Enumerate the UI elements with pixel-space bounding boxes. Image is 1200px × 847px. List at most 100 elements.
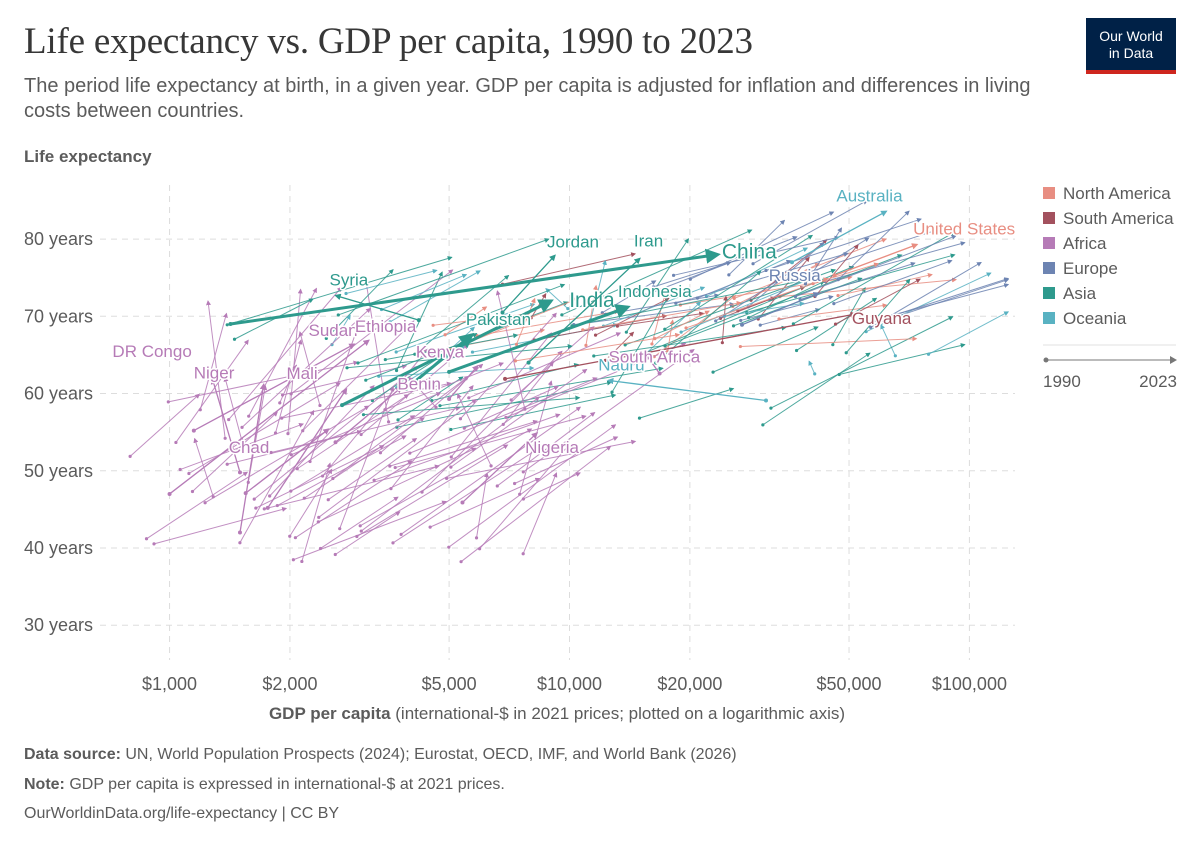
series-label: Guyana (852, 309, 912, 328)
series-label: South Africa (608, 348, 700, 367)
country-start-dot (291, 558, 295, 562)
country-start-dot (663, 327, 667, 331)
series-label: Benin (397, 374, 440, 393)
country-arrow (296, 394, 410, 470)
legend-label-europe: Europe (1063, 259, 1118, 278)
series-arrow-pakistan (404, 332, 475, 391)
series-start-dot (503, 376, 508, 381)
country-start-dot (581, 328, 585, 332)
country-start-dot (391, 541, 395, 545)
country-start-dot (393, 465, 397, 470)
series-label: Kenya (416, 343, 465, 362)
y-tick-label: 40 years (24, 538, 93, 558)
country-arrow (325, 269, 394, 339)
country-arrow (429, 477, 541, 528)
country-arrow (464, 385, 559, 429)
country-arrow (664, 254, 903, 347)
country-start-dot (462, 426, 466, 430)
x-tick-label: $10,000 (537, 674, 602, 694)
country-start-dot (336, 313, 340, 317)
country-start-dot (731, 324, 736, 328)
country-start-dot (739, 318, 743, 323)
country-arrow (332, 375, 470, 479)
country-arrow (476, 472, 489, 538)
country-start-dot (383, 357, 387, 362)
country-arrow (502, 252, 637, 285)
country-start-dot (684, 326, 688, 330)
country-start-dot (268, 494, 272, 498)
country-arrow (778, 303, 888, 320)
country-arrow (624, 268, 837, 346)
country-start-dot (504, 415, 508, 420)
country-start-dot (203, 501, 207, 505)
series-label: Nigeria (525, 438, 579, 457)
country-arrow (460, 445, 612, 563)
country-start-dot (711, 370, 715, 374)
country-start-dot (345, 366, 349, 370)
footer-url[interactable]: OurWorldinData.org/life-expectancy | CC … (24, 805, 340, 822)
series-start-dot (789, 260, 794, 265)
series-arrow-china (230, 248, 721, 326)
country-arrow (327, 438, 418, 501)
country-start-dot (396, 418, 400, 422)
country-arrow (839, 343, 966, 375)
country-start-dot (144, 537, 149, 541)
country-start-dot (128, 454, 132, 458)
country-start-dot (679, 330, 683, 334)
country-arrow (752, 199, 868, 265)
country-start-dot (688, 277, 692, 281)
series-arrow-sudan (193, 343, 356, 432)
country-start-dot (252, 497, 256, 501)
country-start-dot (254, 506, 258, 510)
country-start-dot (356, 361, 360, 365)
country-arrow (179, 422, 305, 471)
country-start-dot (301, 429, 305, 433)
series-label: Sudan (308, 321, 357, 340)
country-arrow (582, 300, 742, 331)
country-arrow (522, 472, 558, 554)
series-label: United States (913, 219, 1015, 238)
series-arrow-syria (334, 293, 420, 321)
country-start-dot (428, 525, 432, 529)
country-arrow (515, 332, 681, 362)
country-start-dot (803, 282, 808, 286)
series-label: Mali (287, 364, 318, 383)
country-arrow (779, 277, 958, 298)
country-arrow (446, 439, 637, 479)
country-arrow (690, 211, 835, 280)
country-arrow (479, 444, 570, 550)
country-start-dot (438, 404, 442, 408)
country-start-dot (434, 405, 438, 409)
series-arrow-nigeria (462, 432, 539, 503)
series-label: Iran (634, 231, 663, 250)
country-start-dot (470, 350, 475, 354)
x-tick-label: $1,000 (142, 674, 197, 694)
owid-logo[interactable]: Our World in Data (1086, 18, 1176, 74)
country-arrow (356, 444, 509, 537)
country-start-dot (324, 336, 328, 340)
grid-layer (100, 185, 1015, 660)
series-label: Nauru (598, 355, 644, 374)
country-start-dot (308, 459, 312, 464)
country-arrow (514, 436, 619, 484)
series-arrow-benin (335, 386, 403, 443)
country-start-dot (394, 368, 399, 373)
country-arrow (837, 210, 910, 281)
y-tick-label: 70 years (24, 306, 93, 326)
series-start-dot (832, 273, 837, 278)
country-start-dot (738, 344, 742, 349)
legend-swatch (1043, 262, 1055, 274)
country-start-dot (431, 323, 435, 327)
country-arrow (448, 424, 617, 548)
country-start-dot (813, 372, 817, 376)
legend-swatch (1043, 287, 1055, 299)
country-start-dot (273, 431, 278, 435)
series-label: Ethiopia (355, 317, 417, 336)
country-arrow (928, 311, 1010, 355)
series-start-dot (447, 369, 452, 374)
country-start-dot (584, 343, 588, 347)
country-start-dot (467, 396, 471, 400)
series-arrow-australia (791, 210, 888, 263)
country-arrow (433, 311, 531, 326)
